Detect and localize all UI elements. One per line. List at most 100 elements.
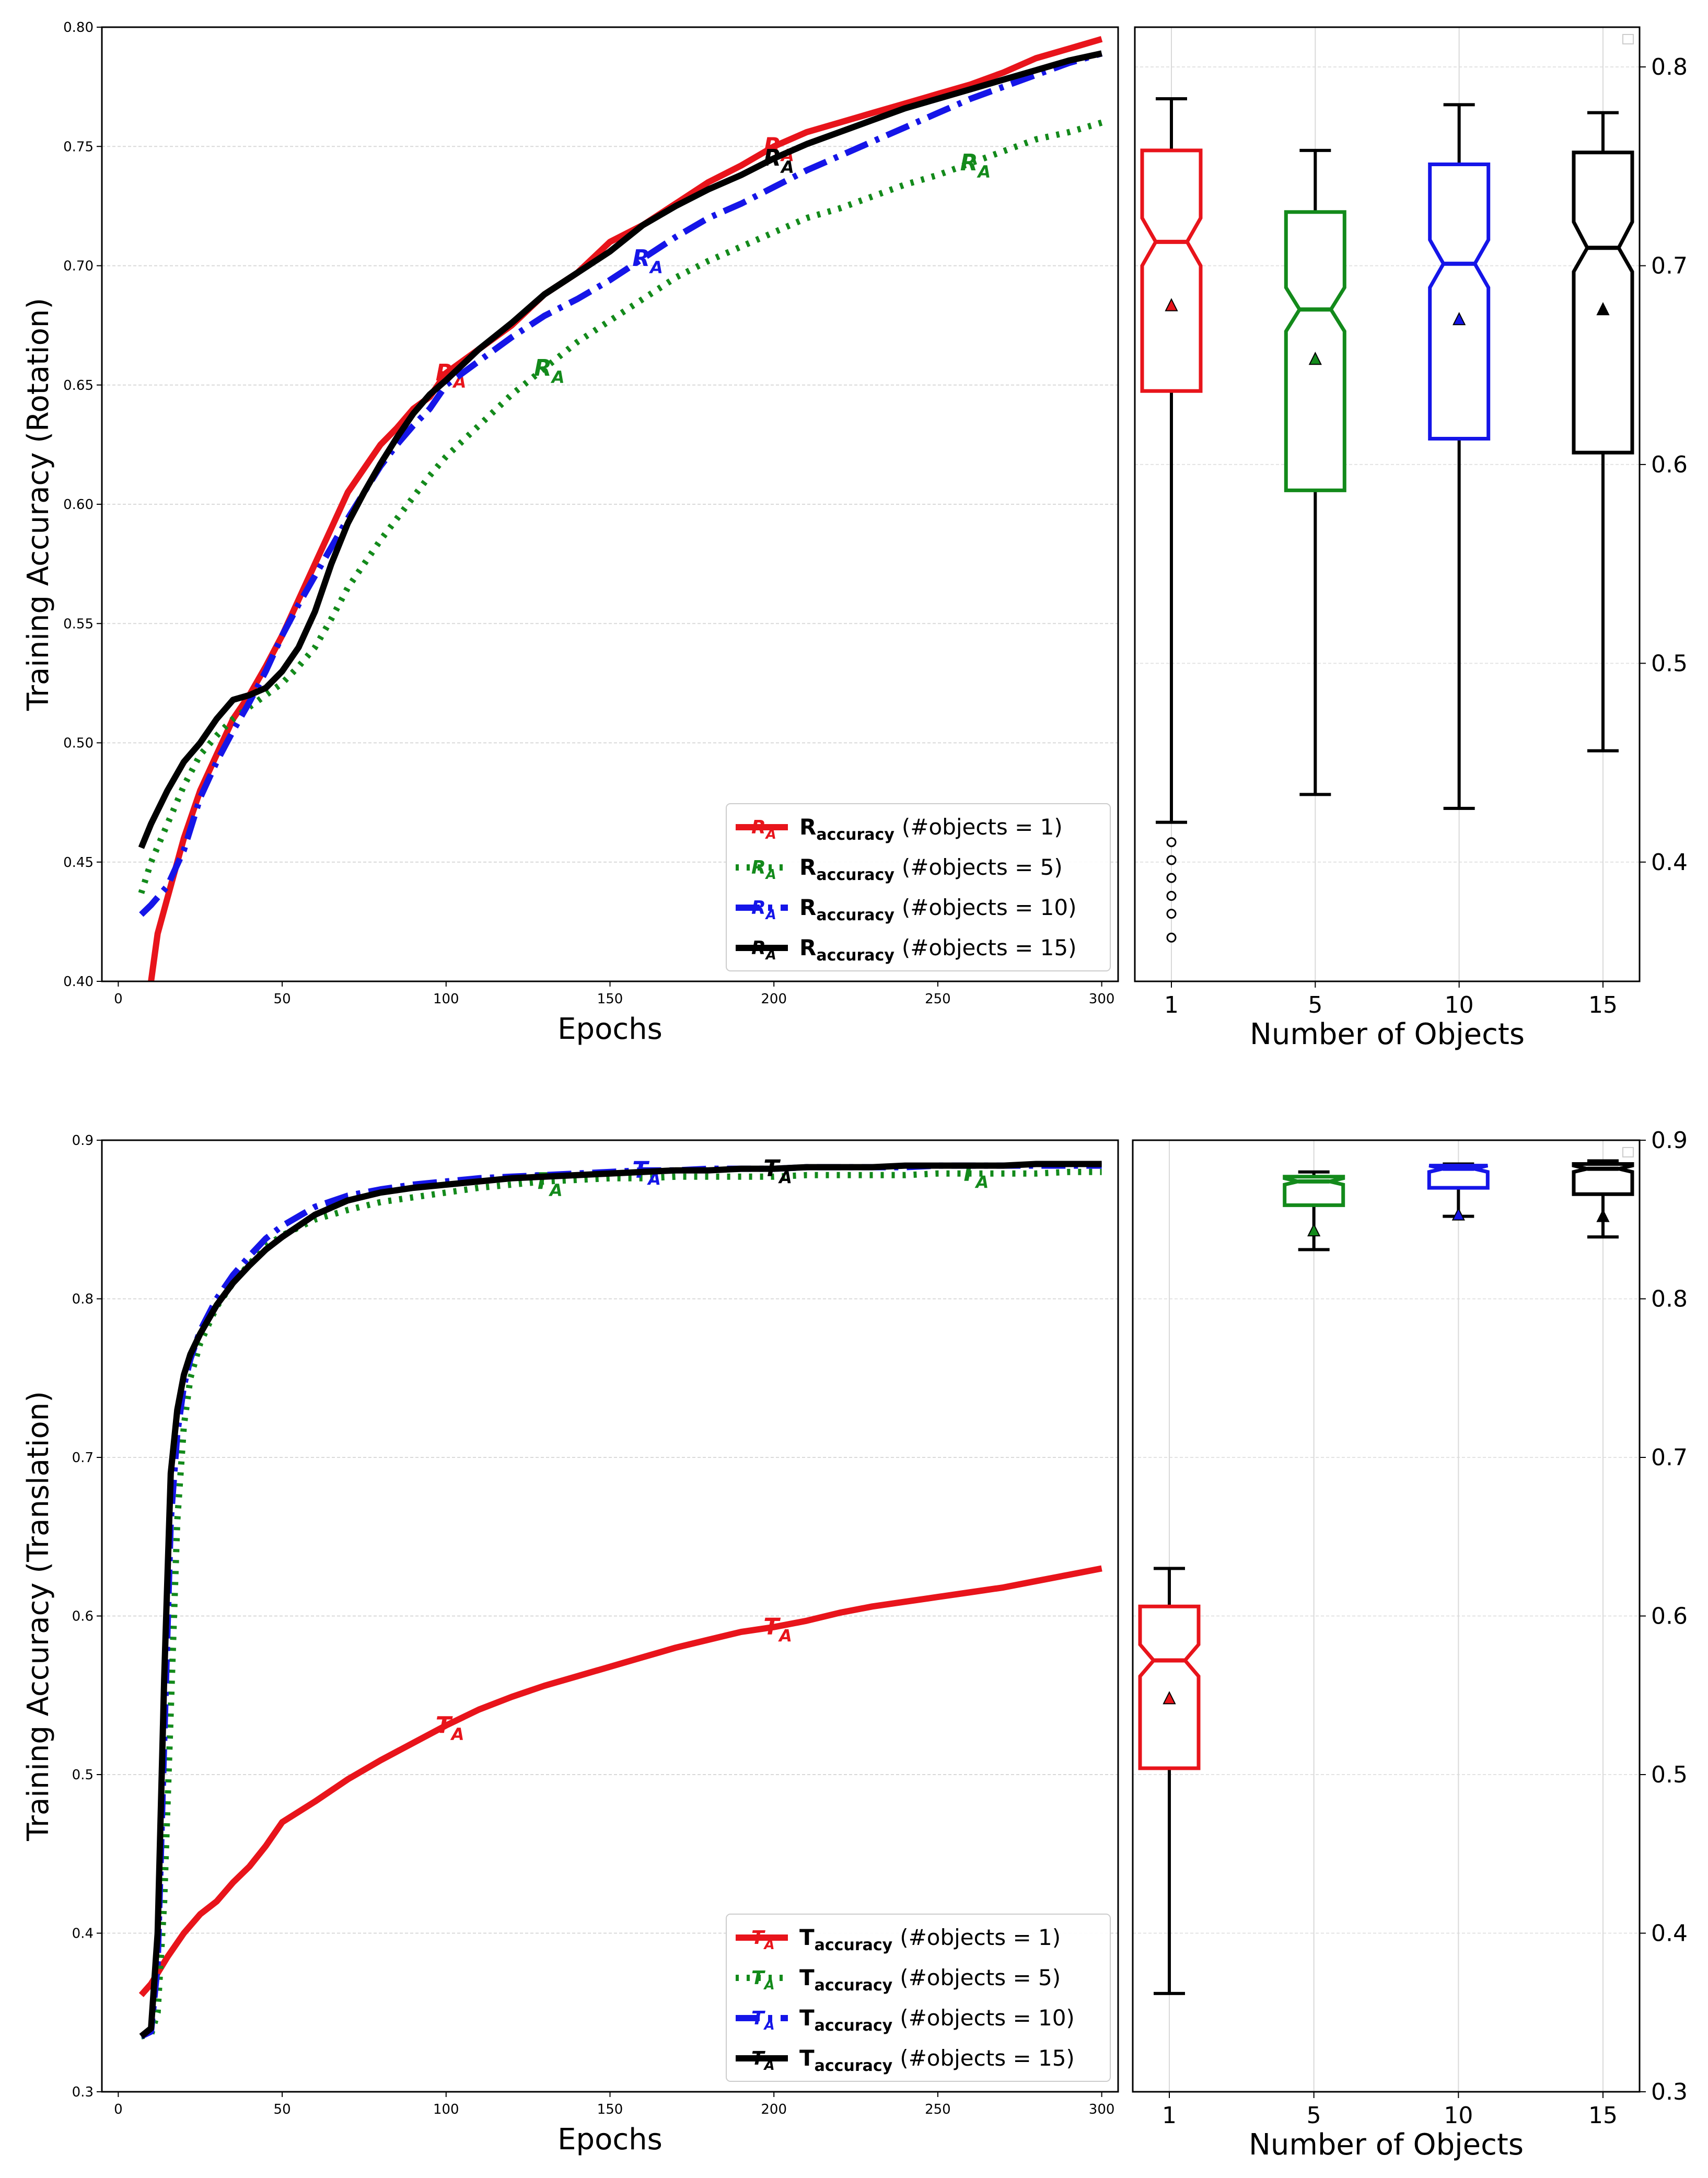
y-tick-label: 0.40 bbox=[63, 974, 94, 990]
legend-entry-subscript: accuracy bbox=[815, 1936, 893, 1954]
y-tick-label: 0.5 bbox=[1651, 650, 1688, 677]
legend-entry-subscript: accuracy bbox=[816, 906, 894, 924]
series-marker-main: R bbox=[632, 245, 650, 272]
legend-entry-label: Taccuracy (#objects = 10) bbox=[799, 2005, 1075, 2035]
x-tick-label: 200 bbox=[761, 2102, 787, 2117]
legend-entry-main: T bbox=[799, 2045, 815, 2071]
legend-swatch-main: R bbox=[751, 817, 766, 838]
plot-frame bbox=[101, 26, 1119, 982]
x-axis-title: Number of Objects bbox=[1249, 2128, 1524, 2162]
box-mean-marker bbox=[1451, 1207, 1465, 1221]
legend-entry-subscript: accuracy bbox=[815, 1976, 893, 1995]
legend-swatch-sub: A bbox=[763, 2058, 775, 2073]
y-tick-label: 0.5 bbox=[1651, 1762, 1688, 1788]
series-marker-sub: A bbox=[780, 157, 794, 177]
y-tick-label: 0.75 bbox=[63, 139, 94, 155]
legend-swatch-main: T bbox=[751, 1927, 765, 1949]
legend-swatch-label: TA bbox=[751, 2048, 775, 2073]
legend-entry-suffix: (#objects = 15) bbox=[902, 935, 1077, 960]
legend-swatch-main: R bbox=[751, 897, 766, 919]
x-tick-label: 300 bbox=[1089, 2102, 1115, 2117]
series-marker: RA bbox=[960, 149, 991, 182]
y-tick-label: 0.4 bbox=[1651, 849, 1688, 876]
legend-swatch-label: TA bbox=[751, 1927, 775, 1953]
box-outlier bbox=[1166, 932, 1177, 943]
rot_line-plot: 0.40 0.45 0.50 0.55 0.60 0.65 0.70 0.75 0.80 0 50 1… bbox=[21, 20, 1119, 1046]
y-tick-label: 0.7 bbox=[1651, 1444, 1688, 1471]
box-body bbox=[1428, 163, 1491, 441]
legend-entry-main: T bbox=[799, 1925, 815, 1950]
legend-entry-suffix: (#objects = 15) bbox=[900, 2045, 1075, 2071]
box-body bbox=[1284, 210, 1346, 492]
box-mean-marker bbox=[1596, 1209, 1610, 1222]
y-tick-label: 0.6 bbox=[1651, 451, 1688, 478]
legend-entry-suffix: (#objects = 10) bbox=[902, 895, 1077, 920]
x-axis-title: Epochs bbox=[557, 2123, 663, 2157]
legend-entry-main: R bbox=[799, 814, 816, 840]
box-body bbox=[1140, 148, 1203, 393]
x-axis-title: Epochs bbox=[557, 1012, 663, 1046]
series-marker: TA bbox=[763, 1155, 792, 1188]
series-marker: TA bbox=[436, 1712, 464, 1744]
y-tick-label: 0.8 bbox=[1651, 54, 1688, 80]
box-body bbox=[1572, 1162, 1634, 1196]
y-tick-label: 0.60 bbox=[63, 497, 94, 513]
x-tick-label: 1 bbox=[1162, 2102, 1177, 2129]
series-marker: RA bbox=[632, 245, 663, 277]
legend-swatch-main: R bbox=[751, 857, 766, 878]
x-tick-label: 1 bbox=[1164, 992, 1179, 1018]
y-tick-label: 0.3 bbox=[1651, 2079, 1688, 2105]
series-marker-sub: A bbox=[550, 367, 565, 387]
x-tick-label: 5 bbox=[1307, 2102, 1321, 2129]
legend-entry-main: T bbox=[799, 1965, 815, 1990]
series-marker: RA bbox=[763, 133, 794, 165]
legend-entry-label: Raccuracy (#objects = 1) bbox=[799, 814, 1063, 844]
box-outlier bbox=[1166, 890, 1177, 901]
series-marker: TA bbox=[763, 1614, 792, 1646]
y-tick-label: 0.45 bbox=[63, 855, 94, 871]
box-mean-marker bbox=[1165, 298, 1178, 311]
box-body bbox=[1427, 1164, 1490, 1190]
x-tick-label: 0 bbox=[114, 991, 123, 1007]
legend-swatch-label: RA bbox=[751, 937, 776, 963]
series-line-2 bbox=[141, 1168, 1102, 2040]
empty-legend-box bbox=[1622, 34, 1634, 44]
legend-swatch-main: R bbox=[751, 937, 766, 959]
x-tick-label: 150 bbox=[597, 2102, 623, 2117]
legend-entry-main: R bbox=[799, 854, 816, 880]
legend-swatch-label: TA bbox=[751, 2008, 775, 2033]
series-marker-main: R bbox=[960, 149, 978, 176]
y-tick-label: 0.6 bbox=[72, 1609, 94, 1625]
y-tick-label: 0.6 bbox=[1651, 1603, 1688, 1630]
legend-swatch-sub: A bbox=[765, 867, 776, 883]
box-outlier bbox=[1166, 855, 1177, 865]
y-tick-label: 0.3 bbox=[72, 2084, 94, 2100]
empty-legend-box bbox=[1622, 1147, 1634, 1157]
legend-entry-suffix: (#objects = 1) bbox=[902, 814, 1063, 840]
box-mean-marker bbox=[1453, 311, 1466, 326]
legend-swatch-label: RA bbox=[751, 897, 776, 923]
legend-entry-subscript: accuracy bbox=[816, 946, 894, 965]
x-tick-label: 100 bbox=[433, 2102, 459, 2117]
y-tick-label: 0.50 bbox=[63, 736, 94, 751]
legend-entry-main: R bbox=[799, 895, 816, 920]
legend-swatch-sub: A bbox=[763, 1977, 775, 1993]
legend-swatch-sub: A bbox=[765, 947, 776, 963]
series-marker-sub: A bbox=[548, 1180, 563, 1200]
legend-entry-label: Taccuracy (#objects = 5) bbox=[799, 1965, 1061, 1995]
series-marker-main: T bbox=[763, 1614, 781, 1640]
legend-entry-label: Taccuracy (#objects = 1) bbox=[799, 1925, 1061, 1954]
x-tick-label: 100 bbox=[433, 991, 459, 1007]
y-tick-label: 0.8 bbox=[72, 1292, 94, 1307]
legend-swatch-sub: A bbox=[763, 1937, 775, 1953]
box-outlier bbox=[1166, 837, 1177, 848]
legend-entry-main: R bbox=[799, 935, 816, 960]
box-mean-marker bbox=[1163, 1691, 1176, 1705]
box-mean-marker bbox=[1307, 1223, 1321, 1236]
legend-swatch-sub: A bbox=[763, 2018, 775, 2033]
box-outlier bbox=[1166, 909, 1177, 919]
legend-entry-label: Raccuracy (#objects = 10) bbox=[799, 895, 1077, 924]
